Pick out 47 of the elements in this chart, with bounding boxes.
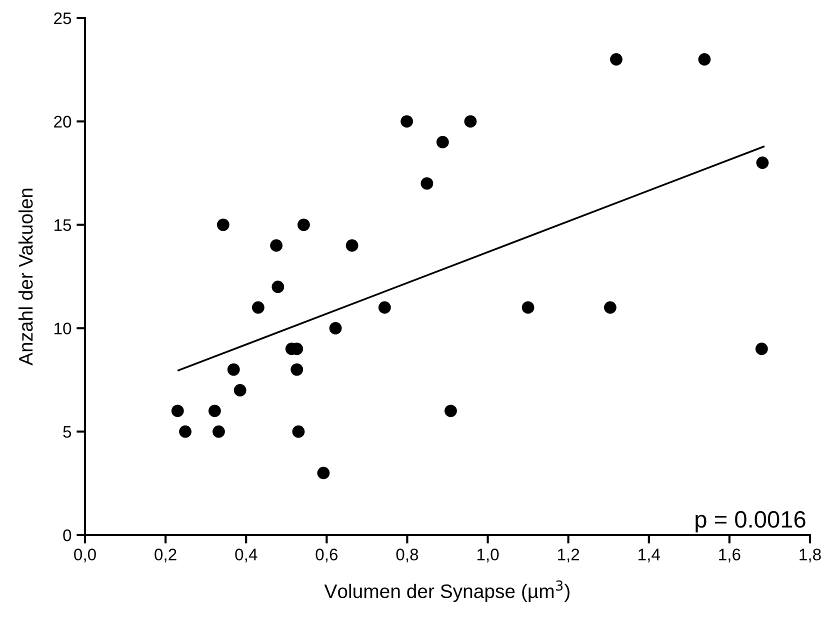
point xyxy=(234,384,246,396)
point xyxy=(522,301,534,314)
point xyxy=(290,363,304,376)
point xyxy=(420,177,434,190)
point xyxy=(436,136,449,148)
y-axis-title: Anzahl der Vakuolen xyxy=(18,188,33,366)
point xyxy=(756,156,769,169)
point xyxy=(208,404,221,418)
x-tick-label: 1,4 xyxy=(638,548,660,562)
x-tick-label: 0,2 xyxy=(154,548,176,562)
point xyxy=(698,53,711,66)
point xyxy=(272,280,284,294)
x-tick-label: 1,6 xyxy=(719,548,740,562)
x-tick-label: 1,0 xyxy=(477,548,499,562)
point xyxy=(400,115,414,128)
point xyxy=(378,301,391,314)
y-tick-label: 25 xyxy=(54,12,72,24)
x-tick-label: 0,4 xyxy=(235,548,258,562)
y-tick-label: 15 xyxy=(54,219,72,232)
point xyxy=(216,218,230,232)
point xyxy=(610,53,622,66)
point xyxy=(212,425,225,438)
point xyxy=(329,322,342,334)
x-tick-label: 0,6 xyxy=(316,548,338,562)
y-tick-label: 20 xyxy=(54,116,72,128)
point xyxy=(171,404,184,418)
point xyxy=(270,239,283,252)
annotation: p = 0.0016 xyxy=(696,511,806,532)
point xyxy=(464,115,477,128)
point xyxy=(292,425,305,438)
x-tick-label: 1,2 xyxy=(558,548,580,562)
point xyxy=(179,425,192,438)
x-tick-label: 0,0 xyxy=(74,548,96,562)
x-tick-label: 0,8 xyxy=(396,548,418,562)
point xyxy=(346,239,358,252)
point xyxy=(444,404,457,418)
point xyxy=(227,363,240,376)
y-tick-label: 5 xyxy=(63,426,72,438)
x-axis-title: Volumen der Synapse (µm$^{3}$) xyxy=(324,580,570,602)
x-tick-label: 1,8 xyxy=(800,548,821,562)
point xyxy=(604,301,616,314)
y-tick-label: 10 xyxy=(54,322,72,334)
point xyxy=(755,342,768,356)
point xyxy=(252,301,264,314)
point xyxy=(297,218,310,232)
point xyxy=(317,466,330,480)
y-tick-label: 0 xyxy=(63,529,72,542)
